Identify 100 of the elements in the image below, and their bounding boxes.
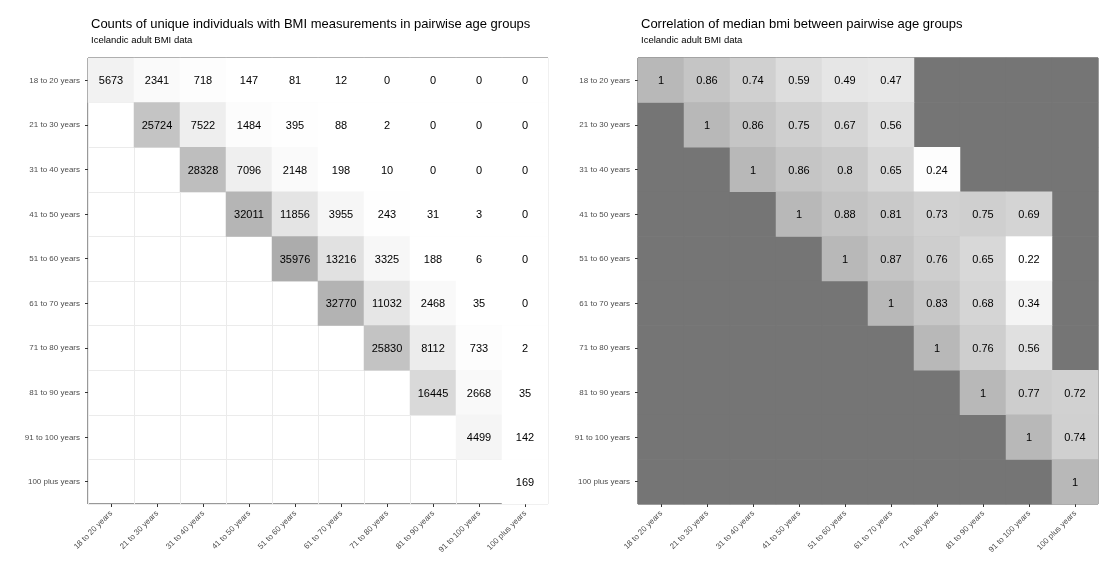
data-label: 2341 bbox=[144, 74, 170, 87]
data-label: 5673 bbox=[98, 74, 124, 87]
data-label: 2468 bbox=[420, 297, 446, 310]
y-tick-label: 81 to 90 years bbox=[29, 388, 80, 397]
data-label: 1 bbox=[795, 208, 803, 221]
data-label: 6 bbox=[475, 252, 483, 265]
data-label: 0.74 bbox=[1064, 431, 1086, 444]
data-label: 395 bbox=[285, 118, 305, 131]
data-label: 0 bbox=[521, 74, 529, 87]
y-tick-label: 41 to 50 years bbox=[579, 209, 630, 219]
data-label: 31 bbox=[426, 208, 440, 221]
data-label: 11032 bbox=[372, 297, 402, 310]
chart-subtitle: Icelandic adult BMI data bbox=[641, 33, 744, 45]
data-label: 0 bbox=[521, 118, 529, 131]
data-label: 7522 bbox=[190, 118, 216, 131]
y-tick-label: 100 plus years bbox=[577, 477, 630, 487]
data-label: 3325 bbox=[374, 252, 400, 265]
data-label: 0.86 bbox=[742, 118, 764, 131]
data-label: 2 bbox=[383, 118, 391, 131]
y-tick-label: 41 to 50 years bbox=[29, 209, 80, 219]
y-tick-label: 71 to 80 years bbox=[29, 343, 80, 353]
data-label: 0.67 bbox=[834, 118, 856, 131]
data-label: 0.72 bbox=[1064, 386, 1086, 399]
data-label: 13216 bbox=[325, 252, 357, 265]
chart-title: Correlation of median bmi between pairwise age groups bbox=[641, 16, 964, 31]
y-tick-label: 71 to 80 years bbox=[579, 343, 630, 353]
data-label: 11856 bbox=[280, 208, 310, 221]
data-label: 0.75 bbox=[788, 118, 810, 131]
data-label: 28328 bbox=[187, 163, 219, 176]
data-label: 0.8 bbox=[837, 163, 853, 176]
data-label: 0.86 bbox=[788, 163, 810, 176]
y-tick-label: 61 to 70 years bbox=[29, 298, 80, 308]
data-label: 0.74 bbox=[742, 74, 764, 87]
y-tick-label: 21 to 30 years bbox=[579, 120, 630, 130]
y-tick-label: 91 to 100 years bbox=[574, 432, 630, 442]
data-label: 1 bbox=[887, 297, 895, 310]
data-label: 0 bbox=[521, 163, 529, 176]
data-label: 0.49 bbox=[834, 74, 856, 87]
data-label: 0.88 bbox=[834, 208, 856, 221]
data-label: 1 bbox=[841, 252, 849, 265]
data-label: 198 bbox=[331, 163, 351, 176]
data-label: 35976 bbox=[279, 252, 311, 265]
y-tick-label: 91 to 100 years bbox=[24, 432, 80, 442]
y-tick-label: 51 to 60 years bbox=[579, 254, 630, 264]
data-label: 0 bbox=[521, 252, 529, 265]
data-label: 0.75 bbox=[972, 208, 994, 221]
data-label: 0.76 bbox=[926, 252, 948, 265]
data-label: 0 bbox=[383, 74, 391, 87]
data-label: 35 bbox=[472, 297, 486, 310]
y-tick-label: 61 to 70 years bbox=[579, 298, 630, 308]
y-tick-label: 31 to 40 years bbox=[29, 165, 80, 174]
data-label: 0.87 bbox=[880, 252, 902, 265]
data-label: 25830 bbox=[371, 341, 403, 354]
data-label: 0.22 bbox=[1018, 252, 1040, 265]
data-label: 188 bbox=[423, 252, 443, 265]
data-label: 1 bbox=[703, 118, 711, 131]
data-label: 0.86 bbox=[696, 74, 718, 87]
data-label: 1 bbox=[657, 74, 665, 87]
data-label: 16445 bbox=[417, 386, 449, 399]
data-label: 8112 bbox=[421, 341, 445, 354]
data-label: 0 bbox=[475, 163, 483, 176]
data-label: 88 bbox=[334, 118, 348, 131]
data-label: 32011 bbox=[234, 208, 264, 221]
data-label: 0.81 bbox=[880, 208, 902, 221]
data-label: 0.47 bbox=[880, 74, 902, 87]
data-label: 0.34 bbox=[1018, 297, 1040, 310]
data-label: 0.24 bbox=[926, 163, 948, 176]
y-tick-label: 81 to 90 years bbox=[579, 388, 630, 397]
data-label: 1 bbox=[1071, 475, 1079, 488]
data-label: 2148 bbox=[282, 163, 308, 176]
data-label: 0 bbox=[429, 118, 437, 131]
data-label: 169 bbox=[515, 475, 535, 488]
data-label: 0.56 bbox=[1018, 341, 1040, 354]
data-label: 35 bbox=[518, 386, 532, 399]
data-label: 32770 bbox=[325, 297, 357, 310]
data-label: 1 bbox=[749, 163, 757, 176]
data-label: 12 bbox=[334, 74, 348, 87]
data-label: 2668 bbox=[466, 386, 492, 399]
data-label: 0 bbox=[429, 163, 437, 176]
data-label: 0.65 bbox=[880, 163, 902, 176]
data-label: 10 bbox=[380, 163, 394, 176]
data-label: 0 bbox=[475, 118, 483, 131]
data-label: 0.73 bbox=[926, 208, 948, 221]
data-label: 0 bbox=[475, 74, 483, 87]
data-label: 142 bbox=[515, 431, 535, 444]
data-label: 0 bbox=[521, 297, 529, 310]
data-label: 0.56 bbox=[880, 118, 902, 131]
data-label: 147 bbox=[239, 74, 259, 87]
data-label: 733 bbox=[469, 341, 489, 354]
data-label: 0.68 bbox=[972, 297, 994, 310]
y-tick-label: 21 to 30 years bbox=[29, 120, 80, 130]
data-label: 0.69 bbox=[1018, 208, 1040, 221]
y-tick-label: 51 to 60 years bbox=[29, 254, 80, 264]
data-label: 1 bbox=[979, 386, 987, 399]
data-label: 3 bbox=[475, 208, 483, 221]
data-label: 0 bbox=[521, 208, 529, 221]
y-tick-label: 31 to 40 years bbox=[579, 165, 630, 174]
data-label: 25724 bbox=[141, 118, 173, 131]
data-label: 7096 bbox=[236, 163, 262, 176]
data-label: 0.59 bbox=[788, 74, 810, 87]
